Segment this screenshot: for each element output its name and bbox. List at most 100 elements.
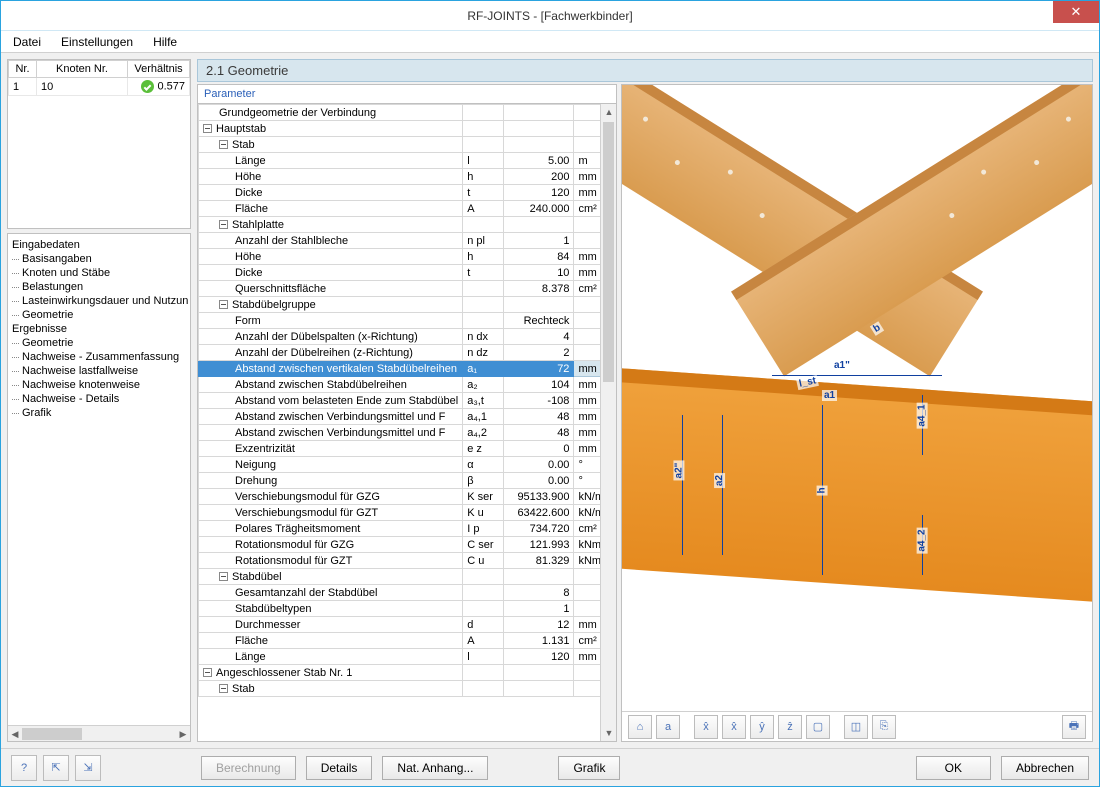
case-row[interactable]: 1 10 0.577 — [9, 78, 190, 96]
param-row[interactable]: FlächeA240.000cm² — [199, 201, 616, 217]
import-button[interactable]: ⇱ — [43, 755, 69, 781]
scroll-right-icon[interactable]: ▶ — [176, 726, 190, 742]
param-row[interactable]: Durchmesserd12mm — [199, 617, 616, 633]
param-scrollbar[interactable]: ▲ ▼ — [600, 104, 616, 741]
view-print-button[interactable]: 🖶 — [1062, 715, 1086, 739]
param-row[interactable]: Anzahl der Stahlblechen pl1 — [199, 233, 616, 249]
param-row[interactable]: FlächeA1.131cm² — [199, 633, 616, 649]
param-row[interactable]: Stahlplatte — [199, 217, 616, 233]
main-split: Parameter Grundgeometrie der VerbindungH… — [197, 84, 1093, 742]
param-row[interactable]: Querschnittsfläche8.378cm² — [199, 281, 616, 297]
tree-item[interactable]: Geometrie — [10, 308, 188, 322]
param-row[interactable]: Hauptstab — [199, 121, 616, 137]
view-pane: a1" a1 l_st b a2" a2 h a4_1 — [621, 84, 1093, 742]
param-row[interactable]: Längel120mm — [199, 649, 616, 665]
ok-button[interactable]: OK — [916, 756, 991, 780]
param-row[interactable]: Längel5.00m — [199, 153, 616, 169]
close-button[interactable]: ✕ — [1053, 1, 1099, 23]
param-row[interactable]: Grundgeometrie der Verbindung — [199, 105, 616, 121]
view-iso-button[interactable]: ▢ — [806, 715, 830, 739]
param-row[interactable]: Rotationsmodul für GZGC ser121.993kNm/° — [199, 537, 616, 553]
param-row[interactable]: Abstand zwischen vertikalen Stabdübelrei… — [199, 361, 616, 377]
param-row[interactable]: Stabdübeltypen1 — [199, 601, 616, 617]
scroll-thumb[interactable] — [22, 728, 82, 740]
titlebar: RF-JOINTS - [Fachwerkbinder] ✕ — [1, 1, 1099, 31]
param-row[interactable]: Abstand zwischen Stabdübelreihena₂104mm — [199, 377, 616, 393]
tree-scrollbar[interactable]: ◀ ▶ — [8, 725, 190, 741]
section-title: 2.1 Geometrie — [197, 59, 1093, 82]
tree-item[interactable]: Belastungen — [10, 280, 188, 294]
param-row[interactable]: Höheh200mm — [199, 169, 616, 185]
berechnung-button[interactable]: Berechnung — [201, 756, 296, 780]
param-row[interactable]: Anzahl der Dübelspalten (x-Richtung)n dx… — [199, 329, 616, 345]
parameter-pane: Parameter Grundgeometrie der VerbindungH… — [197, 84, 617, 742]
scroll-left-icon[interactable]: ◀ — [8, 726, 22, 742]
param-row[interactable]: Exzentrizitäte z0mm — [199, 441, 616, 457]
param-row[interactable]: Abstand zwischen Verbindungsmittel und F… — [199, 425, 616, 441]
param-row[interactable]: Abstand zwischen Verbindungsmittel und F… — [199, 409, 616, 425]
tree-item[interactable]: Nachweise knotenweise — [10, 378, 188, 392]
param-row[interactable]: Drehungβ0.00° — [199, 473, 616, 489]
param-scroll-thumb[interactable] — [603, 122, 614, 382]
menubar: Datei Einstellungen Hilfe — [1, 31, 1099, 53]
param-row[interactable]: Höheh84mm — [199, 249, 616, 265]
cell-nr: 1 — [9, 78, 37, 96]
param-row[interactable]: Verschiebungsmodul für GZTK u63422.600kN… — [199, 505, 616, 521]
menu-hilfe[interactable]: Hilfe — [145, 33, 185, 51]
tree-group-results[interactable]: Ergebnisse — [10, 322, 188, 336]
bottom-bar: ? ⇱ ⇲ Berechnung Details Nat. Anhang... … — [1, 748, 1099, 786]
view-axis-x2-button[interactable]: x̂ — [722, 715, 746, 739]
view-home-button[interactable]: ⌂ — [628, 715, 652, 739]
tree-item[interactable]: Geometrie — [10, 336, 188, 350]
col-nr: Nr. — [9, 61, 37, 78]
details-button[interactable]: Details — [306, 756, 373, 780]
nat-anhang-button[interactable]: Nat. Anhang... — [382, 756, 488, 780]
grafik-button[interactable]: Grafik — [558, 756, 620, 780]
tree-item[interactable]: Grafik — [10, 406, 188, 420]
param-row[interactable]: Neigungα0.00° — [199, 457, 616, 473]
param-row[interactable]: Polares TrägheitsmomentI p734.720cm² — [199, 521, 616, 537]
view-annotate-button[interactable]: a — [656, 715, 680, 739]
body: Nr. Knoten Nr. Verhältnis 1 10 0.577 — [1, 53, 1099, 748]
parameter-body: Grundgeometrie der VerbindungHauptstabSt… — [198, 104, 616, 741]
param-row[interactable]: Dicket120mm — [199, 185, 616, 201]
tree-item[interactable]: Nachweise - Details — [10, 392, 188, 406]
view-axis-y-button[interactable]: ŷ — [750, 715, 774, 739]
param-row[interactable]: Rotationsmodul für GZTC u81.329kNm/° — [199, 553, 616, 569]
param-row[interactable]: FormRechteck — [199, 313, 616, 329]
check-icon — [141, 80, 154, 93]
param-row[interactable]: Abstand vom belasteten Ende zum Stabdübe… — [199, 393, 616, 409]
view-window-button[interactable]: ◫ — [844, 715, 868, 739]
menu-einstellungen[interactable]: Einstellungen — [53, 33, 141, 51]
param-row[interactable]: Stab — [199, 681, 616, 697]
col-ratio: Verhältnis — [128, 61, 190, 78]
menu-datei[interactable]: Datei — [5, 33, 49, 51]
param-row[interactable]: Angeschlossener Stab Nr. 1 — [199, 665, 616, 681]
tree-item[interactable]: Knoten und Stäbe — [10, 266, 188, 280]
scroll-up-icon[interactable]: ▲ — [601, 104, 616, 120]
param-row[interactable]: Gesamtanzahl der Stabdübel8 — [199, 585, 616, 601]
view-copy-button[interactable]: ⎘ — [872, 715, 896, 739]
view-axis-x1-button[interactable]: x̂ — [694, 715, 718, 739]
abbrechen-button[interactable]: Abbrechen — [1001, 756, 1089, 780]
scroll-down-icon[interactable]: ▼ — [601, 725, 616, 741]
export-button[interactable]: ⇲ — [75, 755, 101, 781]
ratio-value: 0.577 — [157, 80, 185, 92]
tree-item[interactable]: Nachweise - Zusammenfassung — [10, 350, 188, 364]
beam-horizontal — [622, 367, 1092, 602]
render-view[interactable]: a1" a1 l_st b a2" a2 h a4_1 — [622, 85, 1092, 711]
param-row[interactable]: Stabdübel — [199, 569, 616, 585]
param-row[interactable]: Dicket10mm — [199, 265, 616, 281]
tree-item[interactable]: Nachweise lastfallweise — [10, 364, 188, 378]
tree-group-input[interactable]: Eingabedaten — [10, 238, 188, 252]
tree-item[interactable]: Lasteinwirkungsdauer und Nutzungsklasse — [10, 294, 188, 308]
tree-item[interactable]: Basisangaben — [10, 252, 188, 266]
param-row[interactable]: Anzahl der Dübelreihen (z-Richtung)n dz2 — [199, 345, 616, 361]
param-row[interactable]: Verschiebungsmodul für GZGK ser95133.900… — [199, 489, 616, 505]
param-row[interactable]: Stabdübelgruppe — [199, 297, 616, 313]
case-grid: Nr. Knoten Nr. Verhältnis 1 10 0.577 — [7, 59, 191, 229]
help-button[interactable]: ? — [11, 755, 37, 781]
cell-ratio: 0.577 — [128, 78, 190, 96]
view-axis-z-button[interactable]: ẑ — [778, 715, 802, 739]
param-row[interactable]: Stab — [199, 137, 616, 153]
